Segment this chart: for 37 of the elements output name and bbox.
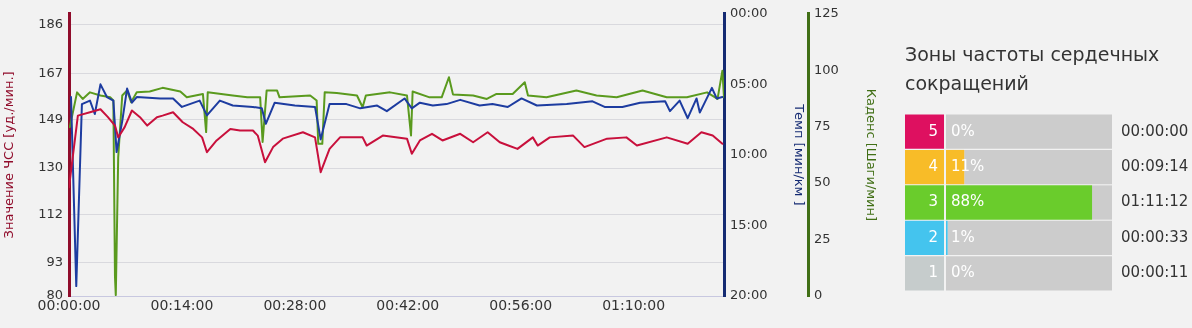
x-tick-label: 00:56:00: [489, 297, 553, 314]
y2-tick-label: 05:00: [730, 75, 768, 91]
text: 00:00:33: [1121, 227, 1189, 246]
y2-tick-label: 10:00: [730, 146, 768, 162]
y3-tick-label: 75: [814, 118, 831, 134]
y-tick-label: 112: [38, 205, 63, 221]
y-tick-label: 1: [928, 263, 938, 282]
y3-tick-label: 100: [814, 61, 839, 77]
y3-tick-label: 50: [814, 174, 831, 190]
text: 00:00:00: [1121, 121, 1189, 140]
y3-axis-title: Каденс [Шаги/мин]: [863, 88, 879, 222]
y-tick-label: 2: [928, 227, 938, 246]
text: 00:00:11: [1121, 263, 1189, 282]
x-tick-label: 00:42:00: [376, 297, 440, 314]
y3-tick-label: 0: [814, 287, 823, 303]
data-label: 88%: [951, 192, 985, 211]
y-tick-label: 4: [928, 156, 938, 175]
y-tick-label: 3: [928, 192, 938, 211]
text: 00:09:14: [1121, 156, 1189, 175]
y-tick-label: 186: [38, 16, 63, 32]
x-tick-label: 01:10:00: [602, 297, 666, 314]
y-tick-label: 5: [928, 121, 938, 140]
text: 01:11:12: [1121, 192, 1189, 211]
y-tick-label: 167: [38, 64, 63, 80]
y2-axis-title: Темп [мин/км ]: [791, 103, 807, 206]
x-tick-label: 00:28:00: [263, 297, 327, 314]
y2-tick-label: 20:00: [730, 287, 768, 303]
y3-tick-label: 125: [814, 5, 839, 21]
y-tick-label: 130: [38, 159, 63, 175]
y2-tick-label: 00:00: [730, 5, 768, 21]
y-tick-label: 149: [38, 110, 63, 126]
y-axis-title: Значение ЧСС [уд./мин.]: [1, 71, 17, 239]
chart-title: Зоны частоты сердечных сокращений: [905, 42, 1161, 96]
x-tick-label: 00:14:00: [150, 297, 214, 314]
y2-tick-label: 15:00: [730, 216, 768, 232]
y-tick-label: 93: [46, 254, 63, 270]
y3-tick-label: 25: [814, 230, 831, 246]
